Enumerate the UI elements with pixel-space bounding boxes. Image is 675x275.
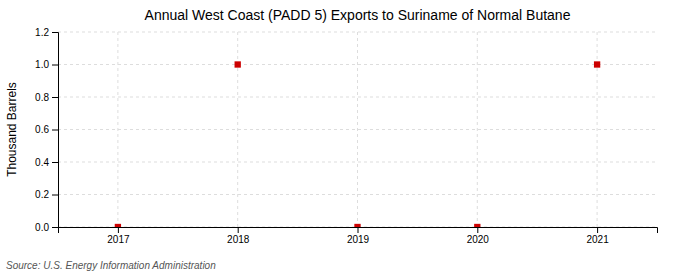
tick: 0.4 bbox=[35, 157, 58, 168]
tick-mark bbox=[52, 32, 58, 33]
tick-mark bbox=[477, 227, 478, 233]
chart: 2017 2018 2019 2020 2021 0.0 0.2 0.4 0.6 0.8 1.0 1.… bbox=[0, 0, 675, 275]
point bbox=[594, 61, 600, 67]
tick-label: 0.2 bbox=[35, 189, 49, 200]
points bbox=[115, 61, 601, 227]
tick-mark bbox=[52, 65, 58, 66]
y-axis: 0.0 0.2 0.4 0.6 0.8 1.0 1.2 bbox=[35, 27, 58, 233]
tick-mark bbox=[52, 97, 58, 98]
tick: 2019 bbox=[347, 227, 370, 245]
tick-mark bbox=[597, 227, 598, 233]
tick-mark bbox=[52, 162, 58, 163]
grid bbox=[58, 32, 657, 227]
tick: 0.6 bbox=[35, 124, 58, 135]
grid-line bbox=[597, 32, 598, 227]
tick: 2018 bbox=[227, 227, 250, 245]
plot: 2017 2018 2019 2020 2021 0.0 0.2 0.4 0.6 0.8 1.0 1.… bbox=[35, 27, 657, 245]
tick-mark bbox=[52, 195, 58, 196]
x-axis: 2017 2018 2019 2020 2021 bbox=[59, 227, 658, 245]
tick-label: 2019 bbox=[347, 234, 370, 245]
tick: 0.0 bbox=[35, 222, 58, 233]
tick-label: 2018 bbox=[227, 234, 250, 245]
y-axis-line bbox=[52, 33, 59, 228]
tick-label: 2021 bbox=[586, 234, 609, 245]
tick: 0.2 bbox=[35, 189, 58, 200]
point bbox=[115, 224, 121, 227]
grid-line bbox=[237, 32, 238, 227]
tick-label: 1.2 bbox=[35, 27, 49, 38]
tick-label: 0.8 bbox=[35, 92, 49, 103]
tick-label: 1.0 bbox=[35, 59, 49, 70]
x-axis-line bbox=[59, 228, 658, 234]
tick: 1.0 bbox=[35, 59, 58, 70]
point bbox=[354, 224, 360, 227]
tick-mark bbox=[52, 130, 58, 131]
annotation: Source: U.S. Energy Information Administ… bbox=[6, 260, 216, 271]
tick: 0.8 bbox=[35, 92, 58, 103]
grid-line bbox=[357, 32, 358, 227]
tick: 1.2 bbox=[35, 27, 58, 38]
tick-label: 0.6 bbox=[35, 124, 49, 135]
tick-label: 0.4 bbox=[35, 157, 49, 168]
tick-label: 2020 bbox=[467, 234, 490, 245]
title: Annual West Coast (PADD 5) Exports to Su… bbox=[145, 7, 571, 23]
y-axis-title: Thousand Barrels bbox=[5, 82, 19, 177]
point bbox=[474, 224, 480, 227]
tick-label: 0.0 bbox=[35, 222, 49, 233]
grid-line bbox=[117, 32, 118, 227]
tick: 2020 bbox=[467, 227, 490, 245]
grid-line bbox=[477, 32, 478, 227]
tick-label: 2017 bbox=[107, 234, 130, 245]
tick-mark bbox=[52, 227, 58, 228]
grid-line bbox=[58, 162, 657, 163]
grid-line bbox=[58, 97, 657, 98]
tick-mark bbox=[118, 227, 119, 233]
tick-mark bbox=[358, 227, 359, 233]
tick: 2021 bbox=[586, 227, 609, 245]
tick: 2017 bbox=[107, 227, 130, 245]
tick-mark bbox=[238, 227, 239, 233]
point bbox=[235, 61, 241, 67]
